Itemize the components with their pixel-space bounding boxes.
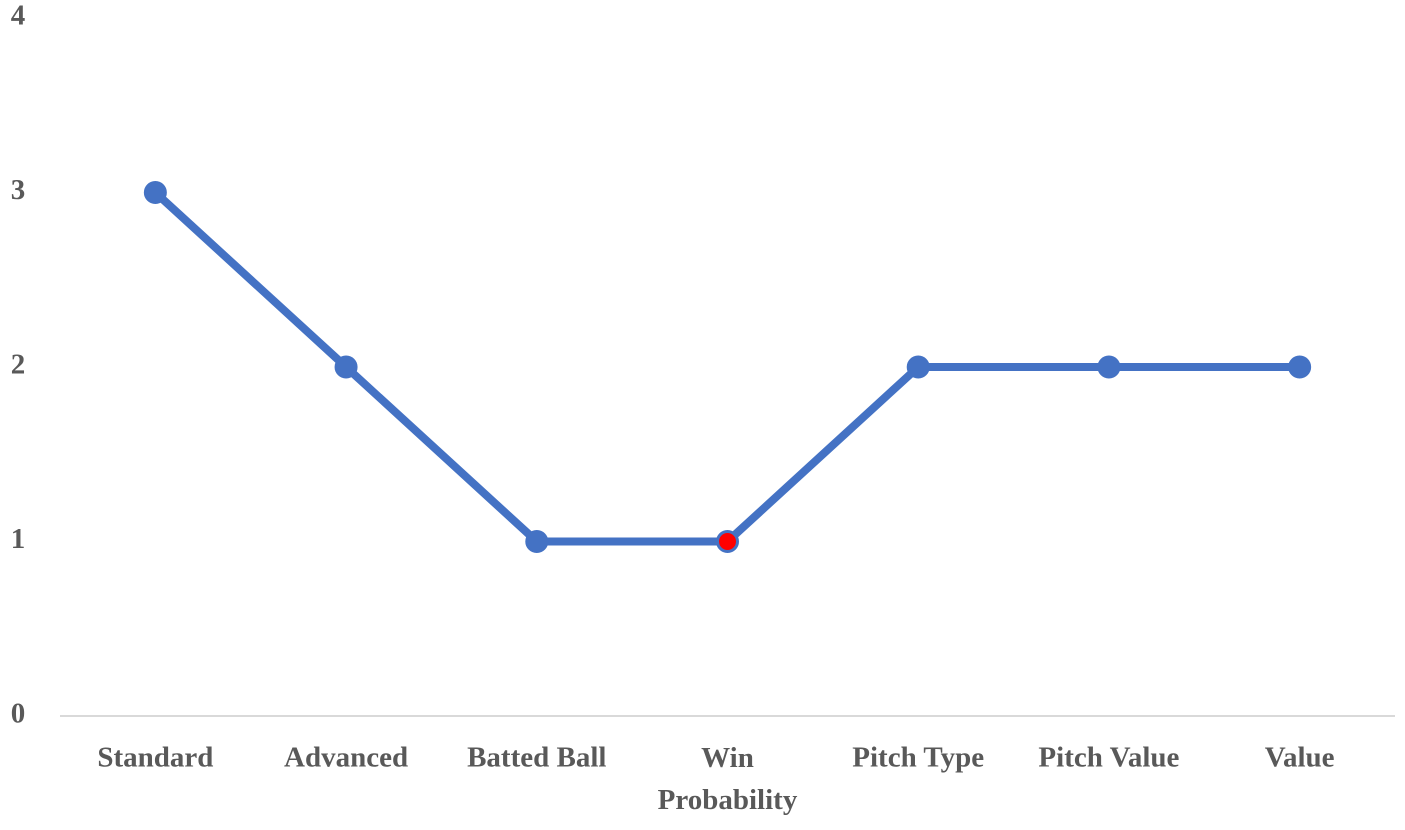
y-tick-label: 2 [11, 349, 26, 381]
x-tick-label: Batted Ball [467, 742, 606, 774]
marker [716, 530, 739, 553]
y-tick-label: 3 [11, 174, 26, 206]
marker [334, 355, 358, 379]
marker [1288, 355, 1312, 379]
y-tick-label: 0 [11, 698, 26, 730]
marker [143, 181, 167, 204]
label-line: Probability [658, 784, 798, 816]
y-tick-label: 1 [11, 523, 26, 555]
x-tick-label: Standard [97, 742, 213, 774]
x-tick-label: Win Probability [658, 742, 798, 816]
line [152, 189, 1300, 546]
marker [525, 530, 549, 553]
marker [906, 355, 930, 379]
x-tick-label: Pitch Type [852, 742, 984, 774]
x-tick-label: Pitch Value [1038, 742, 1179, 774]
y-tick-label: 4 [11, 0, 26, 32]
label-line: Win [701, 742, 754, 774]
x-tick-label: Advanced [284, 742, 408, 774]
marker [1097, 355, 1121, 379]
x-tick-label: Value [1265, 742, 1335, 774]
